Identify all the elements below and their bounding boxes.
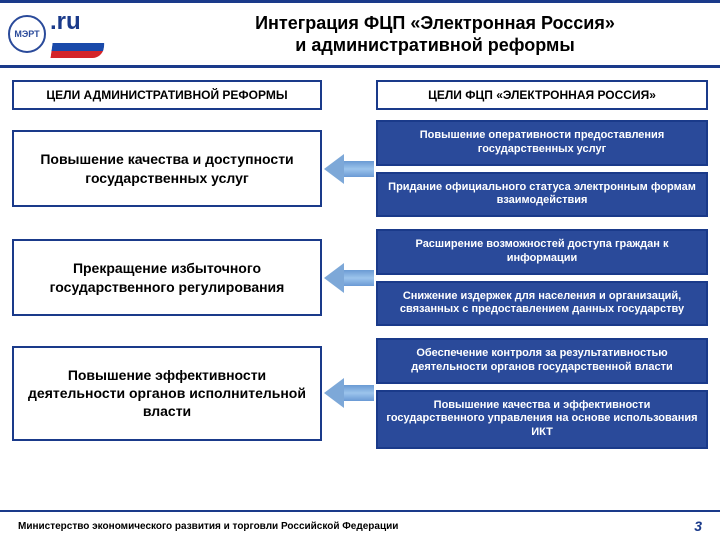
right-goal-box: Повышение качества и эффективности госуд… xyxy=(376,390,708,449)
left-goal-box: Повышение эффективности деятельности орг… xyxy=(12,346,322,441)
right-stack: Расширение возможностей доступа граждан … xyxy=(376,229,708,326)
flag-stripe-red xyxy=(50,51,103,58)
right-stack: Обеспечение контроля за результативность… xyxy=(376,338,708,449)
right-column-header: ЦЕЛИ ФЦП «ЭЛЕКТРОННАЯ РОССИЯ» xyxy=(376,80,708,110)
right-goal-box: Снижение издержек для населения и органи… xyxy=(376,281,708,327)
arrow-left-icon xyxy=(324,263,374,293)
ru-logo: .ru xyxy=(50,10,104,58)
left-goal-box: Прекращение избыточного государственного… xyxy=(12,239,322,315)
right-stack: Повышение оперативности предоставления г… xyxy=(376,120,708,217)
diagram-content: ЦЕЛИ АДМИНИСТРАТИВНОЙ РЕФОРМЫ ЦЕЛИ ФЦП «… xyxy=(12,80,708,504)
left-column-header: ЦЕЛИ АДМИНИСТРАТИВНОЙ РЕФОРМЫ xyxy=(12,80,322,110)
title-area: Интеграция ФЦП «Электронная Россия» и ад… xyxy=(170,12,720,57)
logo-area: МЭРТ .ru xyxy=(0,3,170,65)
title-line-1: Интеграция ФЦП «Электронная Россия» xyxy=(255,13,615,33)
diagram-row: Повышение качества и доступности государ… xyxy=(12,120,708,217)
page-title: Интеграция ФЦП «Электронная Россия» и ад… xyxy=(170,12,700,57)
flag-stripe-white xyxy=(53,36,106,43)
right-goal-box: Расширение возможностей доступа граждан … xyxy=(376,229,708,275)
footer-ministry: Министерство экономического развития и т… xyxy=(18,521,398,532)
arrow-col xyxy=(322,154,376,184)
footer: Министерство экономического развития и т… xyxy=(0,510,720,540)
diagram-row: Прекращение избыточного государственного… xyxy=(12,229,708,326)
ru-text: .ru xyxy=(50,10,81,34)
russia-flag-icon xyxy=(50,36,105,58)
diagram-row: Повышение эффективности деятельности орг… xyxy=(12,338,708,449)
page-number: 3 xyxy=(694,518,702,534)
flag-stripe-blue xyxy=(51,43,104,50)
ministry-logo-icon: МЭРТ xyxy=(8,15,46,53)
arrow-left-icon xyxy=(324,154,374,184)
right-goal-box: Придание официального статуса электронны… xyxy=(376,172,708,218)
arrow-col xyxy=(322,378,376,408)
left-goal-box: Повышение качества и доступности государ… xyxy=(12,130,322,206)
right-goal-box: Повышение оперативности предоставления г… xyxy=(376,120,708,166)
right-goal-box: Обеспечение контроля за результативность… xyxy=(376,338,708,384)
header-bar: МЭРТ .ru Интеграция ФЦП «Электронная Рос… xyxy=(0,0,720,68)
title-line-2: и административной реформы xyxy=(295,35,575,55)
arrow-left-icon xyxy=(324,378,374,408)
arrow-col xyxy=(322,263,376,293)
column-headers: ЦЕЛИ АДМИНИСТРАТИВНОЙ РЕФОРМЫ ЦЕЛИ ФЦП «… xyxy=(12,80,708,110)
